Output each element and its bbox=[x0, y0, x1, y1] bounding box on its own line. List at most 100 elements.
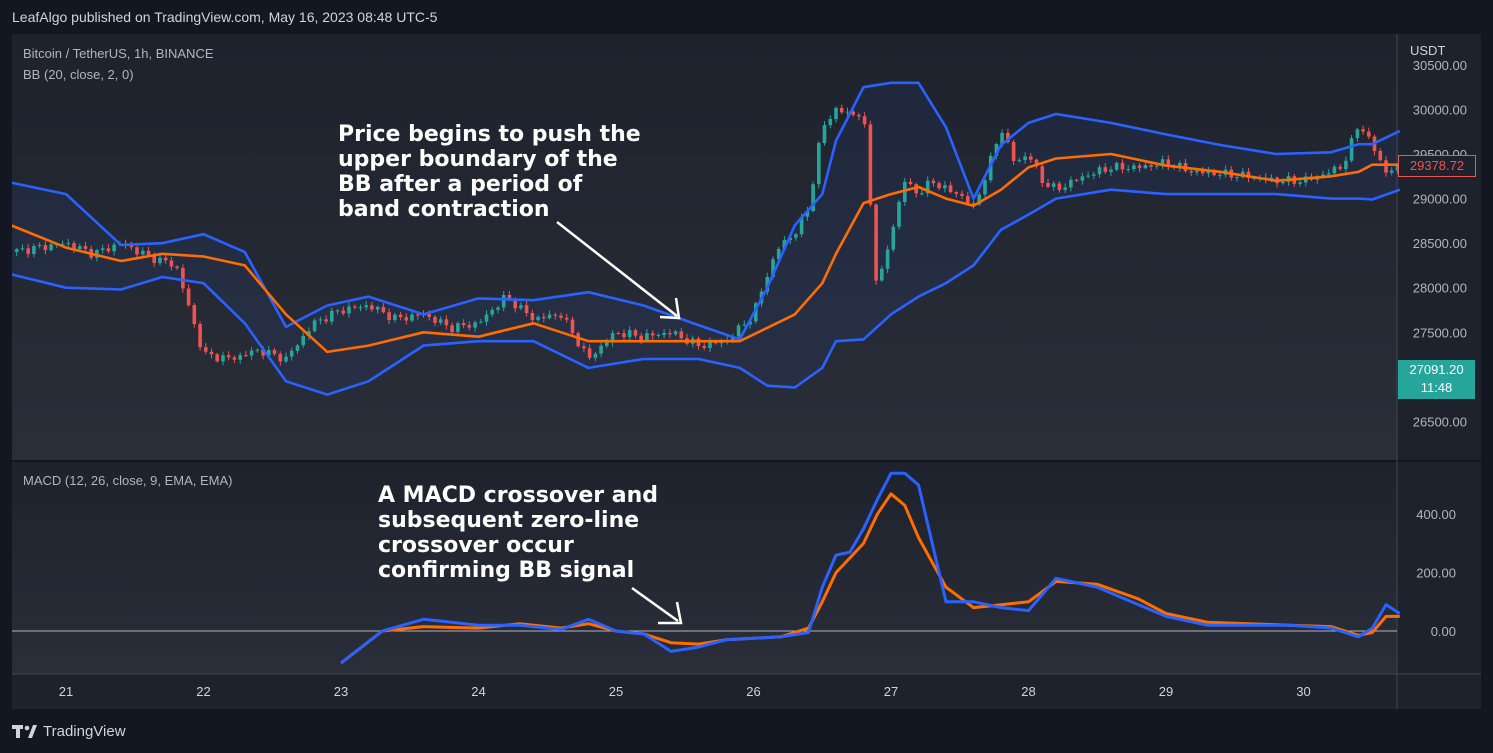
candle-body bbox=[427, 314, 431, 317]
chart-frame[interactable]: 30500.0030000.0029500.0029000.0028500.00… bbox=[12, 34, 1481, 709]
candle-body bbox=[943, 185, 947, 189]
candle-body bbox=[479, 321, 483, 323]
candle-body bbox=[805, 211, 810, 217]
candle-body bbox=[645, 333, 649, 340]
tradingview-logo-icon[interactable] bbox=[12, 722, 38, 742]
candle-body bbox=[1080, 176, 1085, 181]
candle-body bbox=[198, 324, 202, 348]
time-axis-label: 23 bbox=[334, 684, 348, 699]
candle-body bbox=[267, 350, 271, 356]
candle-body bbox=[1114, 162, 1119, 170]
candle-body bbox=[318, 319, 323, 321]
candle-body bbox=[135, 247, 139, 255]
candle-body bbox=[776, 249, 781, 260]
candle-body bbox=[358, 307, 363, 309]
candle-body bbox=[903, 181, 907, 202]
candle-body bbox=[1206, 171, 1211, 174]
candle-body bbox=[542, 316, 546, 319]
candle-body bbox=[1057, 183, 1062, 190]
candle-body bbox=[1155, 165, 1159, 167]
candle-body bbox=[301, 335, 305, 346]
candle-body bbox=[1281, 181, 1285, 184]
candle-body bbox=[983, 180, 987, 195]
candle-body bbox=[1011, 141, 1016, 161]
price-arrow-shaft bbox=[556, 221, 678, 317]
candle-body bbox=[410, 314, 414, 321]
candle-body bbox=[994, 144, 999, 156]
candle-body bbox=[920, 193, 924, 195]
candle-body bbox=[851, 111, 855, 115]
candle-body bbox=[977, 194, 981, 205]
candle-body bbox=[948, 185, 953, 193]
candle-body bbox=[1367, 131, 1371, 137]
candle-body bbox=[20, 248, 25, 250]
candle-body bbox=[633, 330, 638, 336]
candle-body bbox=[513, 299, 517, 309]
macd-legend[interactable]: MACD (12, 26, close, 9, EMA, EMA) bbox=[23, 473, 233, 488]
candle-body bbox=[433, 316, 437, 323]
candle-body bbox=[616, 333, 621, 335]
candle-body bbox=[559, 315, 563, 318]
candle-body bbox=[966, 195, 970, 204]
candle-body bbox=[484, 314, 489, 322]
macd-pane-background bbox=[12, 462, 1397, 674]
candle-body bbox=[627, 330, 632, 338]
price-tick-label: 29000.00 bbox=[1413, 192, 1467, 207]
candle-body bbox=[353, 306, 357, 308]
candle-body bbox=[215, 354, 219, 362]
macd-arrow-head bbox=[658, 601, 683, 625]
candle-body bbox=[398, 314, 403, 318]
candle-body bbox=[1178, 163, 1182, 168]
candle-body bbox=[742, 324, 747, 326]
price-tick-label: 30500.00 bbox=[1413, 58, 1467, 73]
time-axis-labels: 21 22 23 24 25 26 27 28 29 30 bbox=[59, 684, 1311, 699]
candle-body bbox=[232, 357, 237, 360]
candle-body bbox=[32, 246, 36, 254]
candle-body bbox=[501, 295, 506, 308]
candle-body bbox=[83, 246, 88, 249]
candle-body bbox=[163, 257, 168, 261]
time-axis-label: 30 bbox=[1296, 684, 1310, 699]
candle-body bbox=[312, 320, 317, 332]
candle-body bbox=[1195, 170, 1199, 173]
price-tick-label: 30000.00 bbox=[1413, 103, 1467, 118]
candle-body bbox=[284, 356, 288, 362]
candle-body bbox=[1017, 160, 1022, 162]
tradingview-brand[interactable]: TradingView bbox=[43, 723, 126, 740]
candle-body bbox=[1069, 179, 1073, 188]
candle-body bbox=[988, 155, 993, 181]
candle-body bbox=[925, 180, 930, 194]
candle-body bbox=[169, 260, 174, 267]
candle-body bbox=[1137, 165, 1142, 169]
candle-body bbox=[1389, 170, 1394, 173]
bb-lines bbox=[12, 81, 1401, 396]
time-axis-label: 22 bbox=[196, 684, 210, 699]
candle-body bbox=[112, 244, 116, 252]
bb-legend[interactable]: BB (20, close, 2, 0) bbox=[23, 67, 134, 82]
trading-chart[interactable]: 30500.0030000.0029500.0029000.0028500.00… bbox=[12, 34, 1481, 709]
candle-body bbox=[593, 353, 598, 358]
candle-body bbox=[880, 268, 884, 281]
candle-body bbox=[891, 226, 896, 250]
candle-body bbox=[610, 333, 615, 343]
candle-body bbox=[467, 325, 472, 328]
time-axis-label: 26 bbox=[746, 684, 760, 699]
candle-body bbox=[507, 295, 512, 300]
price-tick-label: 28000.00 bbox=[1413, 281, 1467, 296]
last-price-value: 27091.20 bbox=[1409, 362, 1464, 377]
candle-body bbox=[100, 248, 105, 250]
candle-body bbox=[1298, 182, 1302, 184]
candle-body bbox=[564, 317, 569, 320]
candle-body bbox=[1023, 156, 1027, 160]
candle-body bbox=[473, 322, 477, 328]
candle-body bbox=[811, 184, 815, 211]
candle-body bbox=[1332, 166, 1337, 174]
candle-body bbox=[1326, 173, 1331, 175]
candle-body bbox=[1103, 167, 1108, 172]
candle-body bbox=[587, 348, 592, 358]
candle-body bbox=[141, 250, 145, 255]
candle-body bbox=[78, 246, 82, 250]
symbol-legend[interactable]: Bitcoin / TetherUS, 1h, BINANCE bbox=[23, 46, 214, 61]
candle-body bbox=[736, 325, 741, 337]
candle-body bbox=[330, 310, 334, 322]
